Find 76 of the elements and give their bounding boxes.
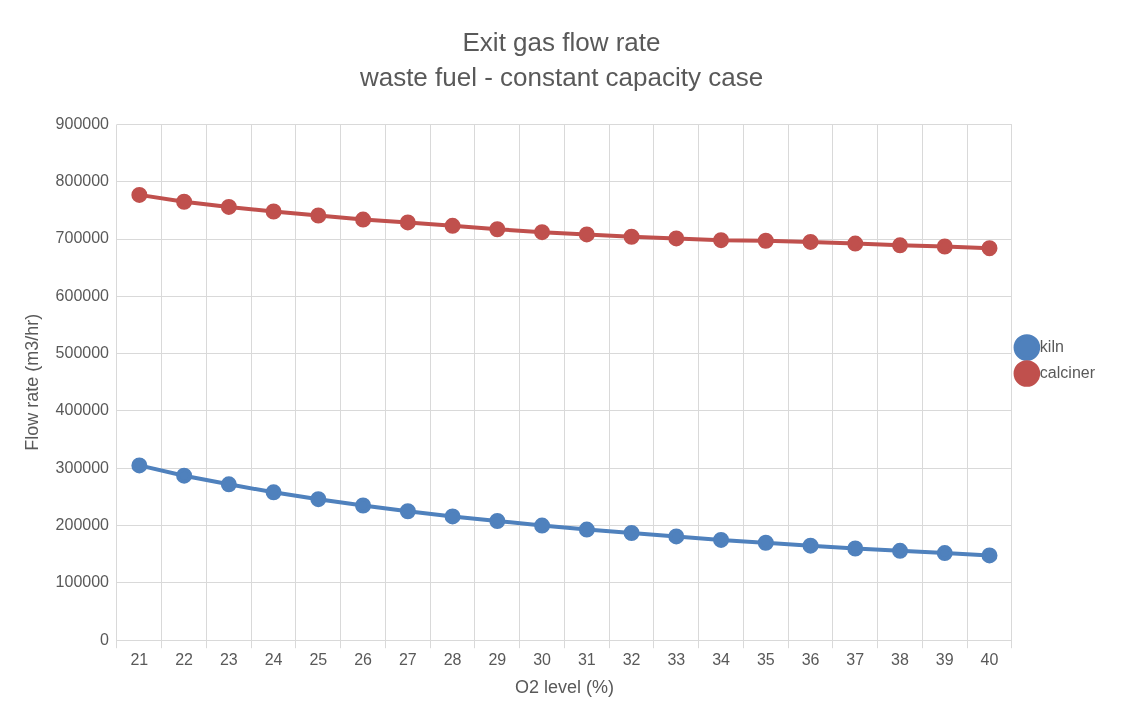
point: [220, 198, 237, 215]
point: [534, 224, 551, 241]
point: [310, 491, 327, 508]
point: [310, 207, 327, 224]
x-tick-label: 25: [309, 651, 328, 669]
point: [757, 232, 774, 249]
y-tick-label: 600000: [55, 286, 110, 304]
x-tick-label: 31: [577, 651, 596, 669]
point: [802, 537, 819, 554]
point: [981, 240, 998, 257]
point: [265, 203, 282, 220]
point: [847, 540, 864, 557]
y-tick-label: 900000: [55, 114, 110, 132]
point: [578, 226, 595, 243]
point: [892, 542, 909, 559]
point: [713, 531, 730, 548]
x-tick-label: 40: [980, 651, 999, 669]
point: [131, 186, 148, 203]
point: [981, 547, 998, 564]
point: [265, 484, 282, 501]
point: [623, 228, 640, 245]
legend-label: kiln: [1039, 337, 1064, 355]
x-tick-label: 36: [801, 651, 820, 669]
point: [713, 232, 730, 249]
y-tick-label: 100000: [55, 573, 110, 591]
point: [936, 238, 953, 255]
point: [176, 467, 193, 484]
x-tick-label: 30: [533, 651, 552, 669]
y-tick-label: 700000: [55, 229, 110, 247]
x-tick-label: 23: [219, 651, 238, 669]
chart-subtitle: waste fuel - constant capacity case: [358, 61, 764, 92]
point: [444, 217, 461, 234]
x-tick-label: 32: [622, 651, 641, 669]
point: [802, 233, 819, 250]
y-tick-label: 0: [100, 630, 110, 648]
point: [176, 193, 193, 210]
y-tick-label: 200000: [55, 515, 110, 533]
x-tick-label: 28: [443, 651, 462, 669]
point: [444, 508, 461, 525]
point: [892, 237, 909, 254]
point: [668, 528, 685, 545]
x-tick-label: 29: [488, 651, 507, 669]
x-tick-label: 35: [756, 651, 775, 669]
point: [623, 525, 640, 542]
point: [220, 476, 237, 493]
point: [355, 211, 372, 228]
point: [757, 534, 774, 551]
x-tick-label: 26: [354, 651, 373, 669]
x-tick-label: 33: [667, 651, 686, 669]
y-tick-label: 800000: [55, 172, 110, 190]
point: [489, 512, 506, 529]
legend-label: calciner: [1039, 363, 1096, 381]
point: [578, 521, 595, 538]
x-tick-label: 38: [891, 651, 910, 669]
point: [847, 235, 864, 252]
point: [936, 545, 953, 562]
x-tick-label: 21: [130, 651, 149, 669]
chart-title: Exit gas flow rate: [462, 26, 661, 57]
point: [489, 221, 506, 238]
x-tick-label: 34: [712, 651, 731, 669]
point: [355, 497, 372, 514]
point: [131, 457, 148, 474]
point: [399, 214, 416, 231]
x-tick-label: 39: [935, 651, 954, 669]
y-tick-label: 300000: [55, 458, 110, 476]
x-axis-title: O2 level (%): [514, 677, 614, 698]
x-tick-label: 27: [398, 651, 417, 669]
x-tick-label: 37: [846, 651, 865, 669]
point: [668, 230, 685, 247]
y-axis-title: Flow rate (m3/hr): [21, 313, 42, 451]
point: [534, 517, 551, 534]
point: [399, 503, 416, 520]
y-tick-label: 500000: [55, 344, 110, 362]
y-tick-label: 400000: [55, 401, 110, 419]
x-tick-label: 24: [264, 651, 283, 669]
x-tick-label: 22: [175, 651, 194, 669]
